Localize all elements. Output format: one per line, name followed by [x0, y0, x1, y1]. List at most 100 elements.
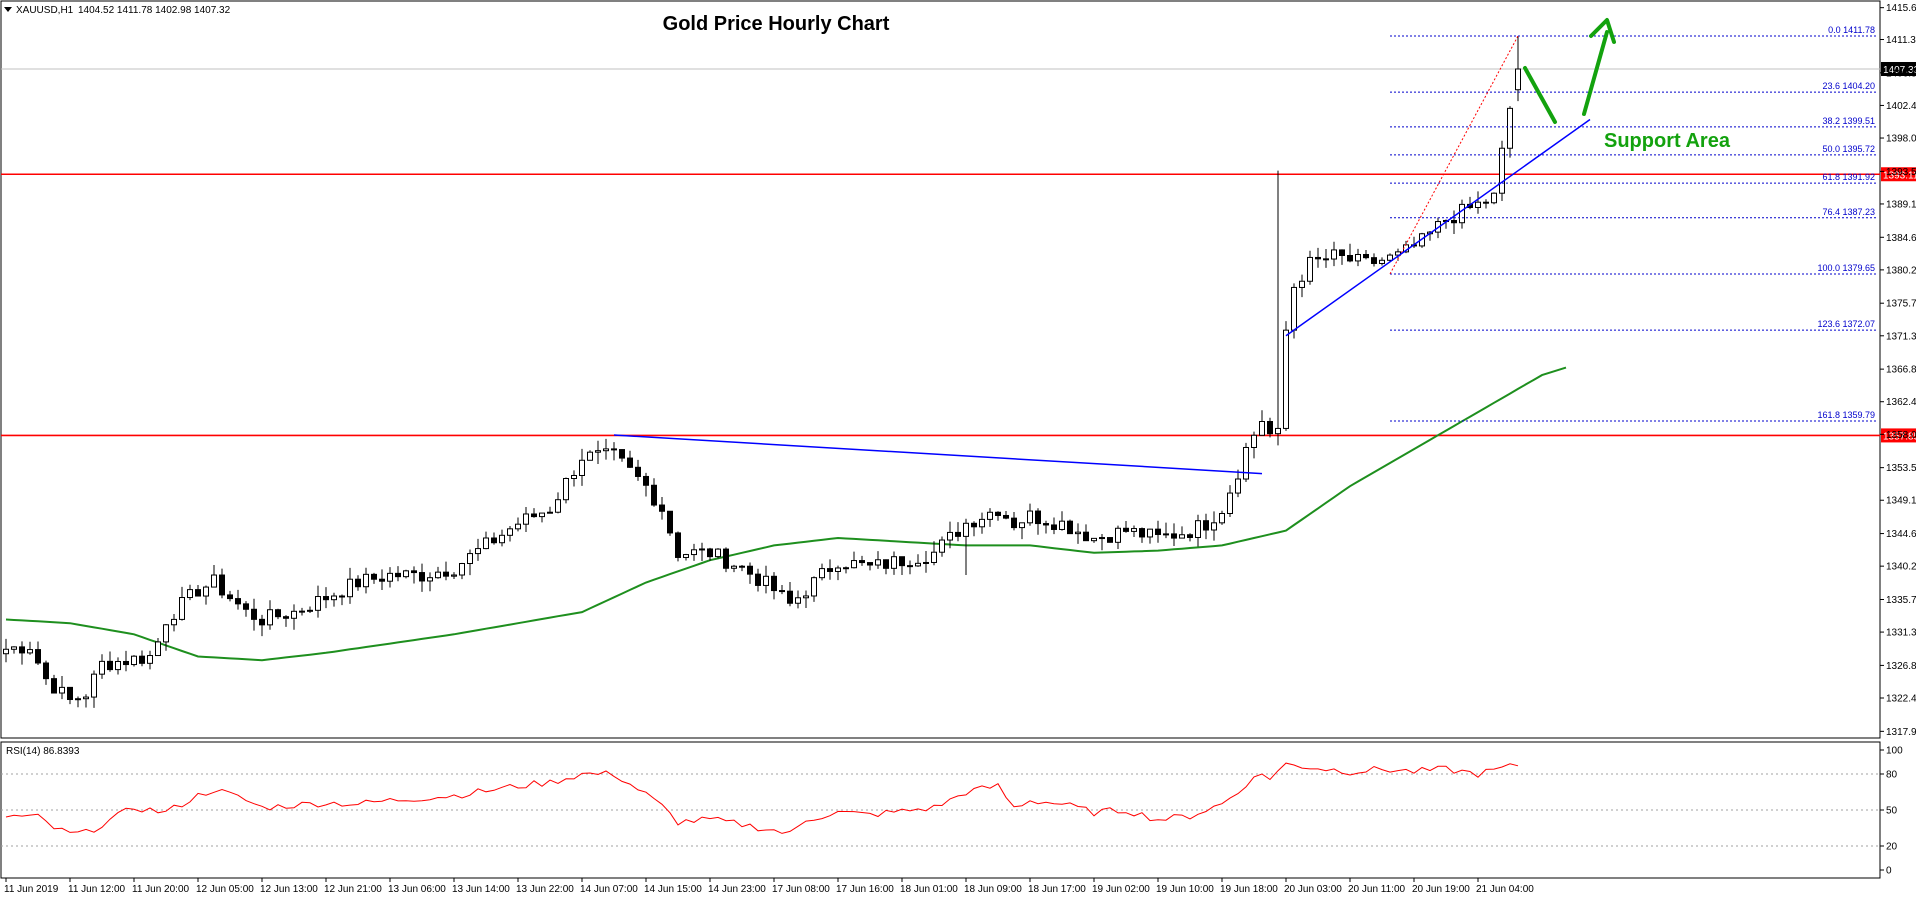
time-axis-label: 11 Jun 12:00: [68, 884, 126, 895]
candle-body: [1091, 537, 1097, 542]
candle-body: [1379, 259, 1385, 264]
fibonacci-level-label: 123.6 1372.07: [1817, 319, 1875, 329]
fibonacci-level-label: 76.4 1387.23: [1822, 207, 1875, 217]
candle-body: [355, 578, 361, 588]
candle-body: [779, 590, 785, 593]
candle-body: [307, 609, 313, 612]
fibonacci-anchor-line: [1389, 35, 1519, 275]
candle-body: [403, 570, 409, 578]
price-axis-label: 1415.60: [1886, 3, 1916, 14]
price-axis-label: 1375.70: [1886, 299, 1916, 310]
candle-body: [1203, 520, 1209, 531]
candle-body: [131, 655, 137, 666]
rsi-axis-label: 100: [1886, 746, 1903, 757]
candle-body: [515, 523, 521, 530]
candle-body: [1027, 510, 1033, 524]
candle-body: [811, 577, 817, 597]
candle-body: [1363, 253, 1369, 259]
time-axis-label: 19 Jun 10:00: [1156, 884, 1214, 895]
fibonacci-level-label: 38.2 1399.51: [1822, 116, 1875, 126]
symbol-dropdown-icon[interactable]: [4, 7, 12, 12]
time-axis-label: 13 Jun 14:00: [452, 884, 510, 895]
candle-body: [1355, 253, 1361, 262]
fibonacci-level-label: 50.0 1395.72: [1822, 144, 1875, 154]
candle-body: [1131, 528, 1137, 532]
current-price-label: 1407.32: [1883, 65, 1916, 76]
main-chart-frame: [0, 0, 1881, 739]
candle-body: [1315, 256, 1321, 260]
candle-body: [1179, 534, 1185, 539]
candle-body: [115, 660, 121, 671]
candle-body: [843, 567, 849, 570]
candle-body: [827, 568, 833, 572]
candle-body: [595, 450, 601, 453]
candle-body: [1483, 201, 1489, 204]
candle-body: [51, 678, 57, 694]
candle-body: [739, 565, 745, 568]
candle-body: [323, 596, 329, 601]
candle-body: [211, 574, 217, 588]
candle-body: [947, 531, 953, 541]
candle-body: [1283, 329, 1289, 429]
time-axis-label: 12 Jun 13:00: [260, 884, 318, 895]
price-axis-label: 1366.80: [1886, 365, 1916, 376]
candle-body: [147, 655, 153, 664]
candle-body: [651, 484, 657, 506]
candle-body: [1299, 280, 1305, 288]
candle-body: [235, 598, 241, 605]
price-axis-label: 1322.40: [1886, 694, 1916, 705]
candle-body: [363, 573, 369, 588]
candle-body: [1099, 537, 1105, 540]
candle-body: [571, 474, 577, 479]
candle-body: [1307, 256, 1313, 282]
candle-body: [1003, 514, 1009, 519]
level-price-tag: [1881, 167, 1916, 182]
candle-body: [987, 511, 993, 520]
candle-body: [819, 568, 825, 579]
candle-body: [539, 512, 545, 518]
rsi-axis-label: 80: [1886, 770, 1898, 781]
candle-body: [995, 511, 1001, 516]
price-axis-label: 1353.50: [1886, 463, 1916, 474]
price-axis-label: 1362.40: [1886, 397, 1916, 408]
price-axis-label: 1411.30: [1886, 35, 1916, 46]
candle-body: [1323, 258, 1329, 261]
rsi-axis-label: 0: [1886, 866, 1892, 877]
candle-body: [331, 595, 337, 601]
fibonacci-level-label: 23.6 1404.20: [1822, 81, 1875, 91]
fibonacci-level-label: 61.8 1391.92: [1822, 172, 1875, 182]
candle-body: [3, 648, 9, 655]
candle-body: [1187, 534, 1193, 538]
candle-body: [19, 646, 25, 654]
candle-body: [67, 686, 73, 701]
candle-body: [507, 528, 513, 536]
candle-body: [427, 577, 433, 582]
price-axis-label: 1389.10: [1886, 199, 1916, 210]
candle-body: [523, 513, 529, 525]
candle-body: [1195, 520, 1201, 538]
candle-body: [1171, 533, 1177, 539]
price-axis-label: 1402.40: [1886, 101, 1916, 112]
candle-body: [907, 565, 913, 568]
candle-body: [1035, 510, 1041, 525]
rally-arrow-line: [1582, 30, 1609, 116]
candle-body: [867, 562, 873, 566]
candle-body: [99, 660, 105, 675]
rsi-axis-label: 50: [1886, 806, 1898, 817]
candle-body: [1275, 427, 1281, 435]
candle-body: [259, 618, 265, 626]
support-area-label: Support Area: [1604, 130, 1731, 152]
candle-body: [1115, 527, 1121, 543]
time-axis-label: 11 Jun 20:00: [132, 884, 190, 895]
time-axis-label: 19 Jun 18:00: [1220, 884, 1278, 895]
price-axis-label: 1398.00: [1886, 134, 1916, 145]
candle-body: [139, 655, 145, 664]
candle-body: [299, 610, 305, 613]
candle-body: [1515, 68, 1521, 91]
candle-body: [1043, 523, 1049, 526]
candle-body: [971, 522, 977, 528]
candle-body: [979, 518, 985, 528]
time-axis-label: 17 Jun 16:00: [836, 884, 894, 895]
